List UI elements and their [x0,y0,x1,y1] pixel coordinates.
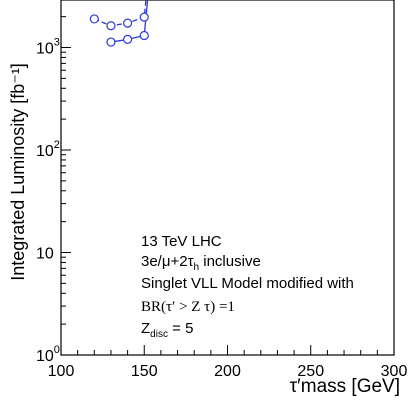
x-tick-label: 200 [214,363,241,380]
x-tick-label: 300 [381,363,408,380]
y-tick-label: 103 [36,37,60,58]
annotation-channel: 3e/μ+2τh inclusive [141,253,261,273]
dashed-series-point [139,12,149,22]
x-tick-labels: 100 150 200 250 300 [48,363,408,380]
dashed-series-line [94,0,147,27]
y-tick-label: 102 [36,139,60,160]
x-tick-label: 150 [131,363,158,380]
annotation-discovery: Zdisc = 5 [141,320,193,340]
x-axis-title: τ′mass [GeV] [290,376,400,397]
axis-ticks [60,16,395,356]
y-axis-title: Integrated Luminosity [fb⁻¹] [8,63,28,281]
data-series [89,0,149,47]
dashed-series-point [122,18,133,28]
x-tick-label: 250 [297,363,324,380]
annotation-branching-ratio: BR(τ′ > Z τ) =1 [141,299,235,315]
annotation-channel-sub: h [194,262,200,273]
y-tick-labels: 103 102 10 100 [36,37,60,366]
dashed-series-point [106,21,116,31]
annotation-model: Singlet VLL Model modified with [141,275,354,292]
annotation-block: 13 TeV LHC 3e/μ+2τh inclusive Singlet VL… [141,233,354,340]
solid-series-point [106,37,116,47]
y-tick-label: 10 [36,246,54,263]
solid-series-point [122,34,133,44]
x-tick-label: 100 [48,363,75,380]
dashed-series-point [89,14,99,24]
annotation-energy: 13 TeV LHC [141,233,222,250]
annotation-discovery-sub: disc [150,329,168,340]
solid-series-point [139,30,149,41]
y-tick-label: 100 [36,344,60,365]
